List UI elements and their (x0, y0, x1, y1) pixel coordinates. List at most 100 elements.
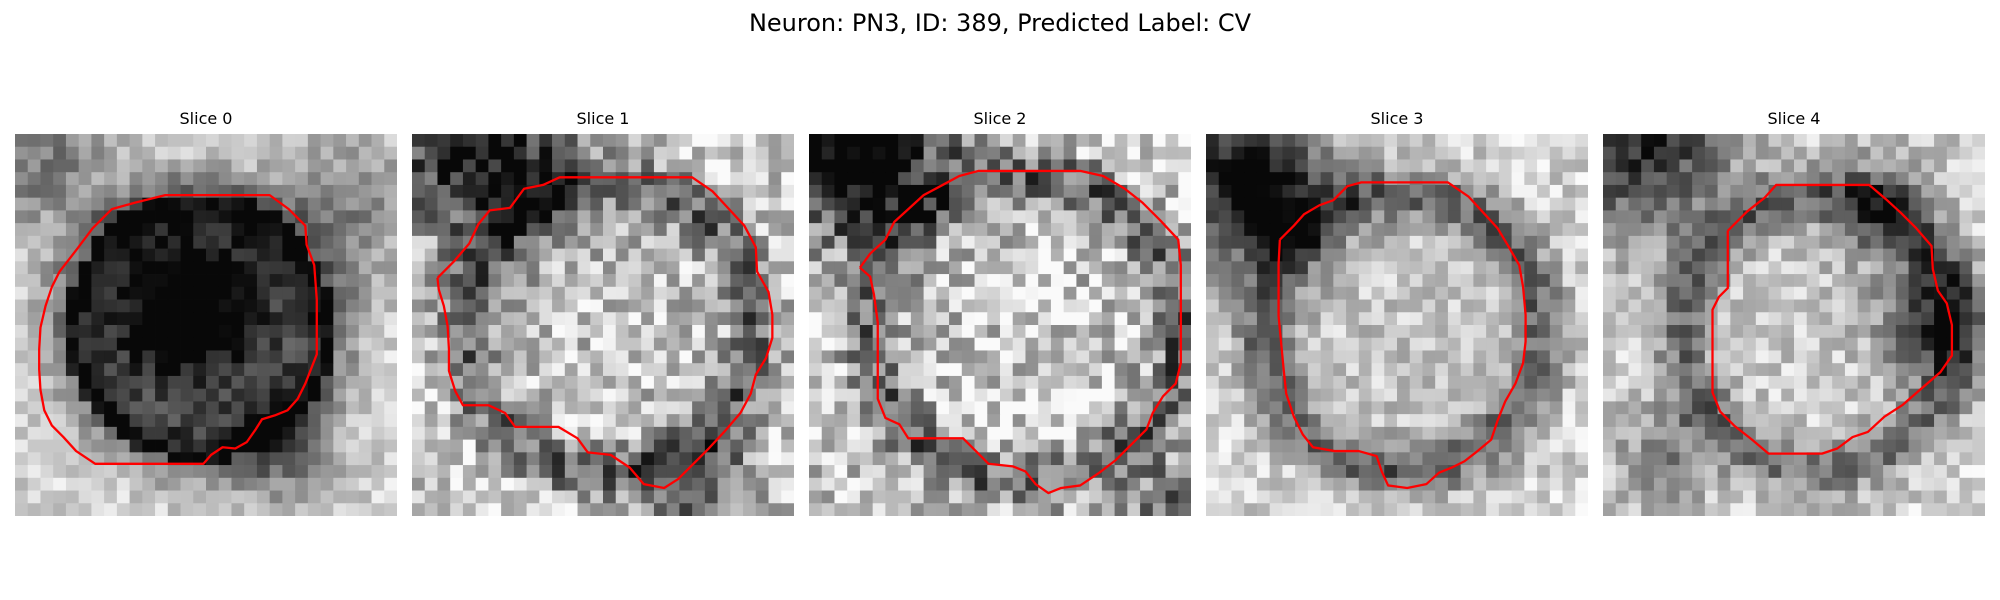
pixel-cell (1152, 325, 1166, 339)
pixel-cell (78, 261, 92, 275)
pixel-cell (743, 299, 757, 313)
pixel-cell (1959, 477, 1973, 491)
pixel-cell (898, 134, 912, 148)
pixel-cell (307, 235, 321, 249)
pixel-cell (358, 401, 372, 415)
pixel-cell (155, 134, 169, 148)
pixel-cell (206, 375, 220, 390)
pixel-cell (513, 223, 527, 237)
pixel-cell (1244, 503, 1258, 516)
pixel-cell (1371, 337, 1385, 351)
pixel-cell (603, 350, 617, 364)
pixel-cell (1012, 414, 1026, 428)
pixel-cell (346, 452, 360, 466)
pixel-cell (564, 134, 578, 148)
pixel-cell (488, 503, 502, 516)
pixel-cell (358, 337, 372, 351)
pixel-cell (1435, 223, 1449, 237)
pixel-cell (218, 439, 232, 453)
pixel-cell (424, 172, 438, 186)
pixel-cell (513, 235, 527, 249)
pixel-cell (564, 248, 578, 262)
pixel-cell (1934, 337, 1948, 351)
pixel-cell (1575, 426, 1588, 440)
pixel-cell (859, 503, 874, 516)
pixel-cell (1409, 299, 1423, 313)
pixel-cell (1730, 286, 1744, 300)
pixel-cell (1422, 134, 1436, 148)
pixel-cell (552, 452, 566, 466)
pixel-cell (1140, 159, 1154, 173)
pixel-cell (1934, 439, 1948, 453)
pixel-cell (1704, 426, 1718, 440)
pixel-cell (1269, 197, 1283, 211)
pixel-cell (513, 210, 527, 224)
pixel-cell (564, 465, 578, 479)
pixel-cell (295, 184, 309, 199)
pixel-cell (961, 363, 975, 377)
pixel-cell (91, 299, 105, 313)
pixel-cell (1346, 248, 1360, 262)
pixel-cell (371, 274, 385, 288)
pixel-cell (320, 184, 334, 199)
pixel-cell (1165, 235, 1179, 249)
pixel-cell (1666, 363, 1680, 377)
slice-panel-4: Slice 4 (1603, 108, 1985, 516)
pixel-cell (1679, 350, 1693, 364)
pixel-cell (1946, 414, 1960, 428)
pixel-cell (1012, 375, 1026, 390)
pixel-cell (1256, 401, 1271, 415)
pixel-cell (1603, 375, 1617, 390)
pixel-cell (1397, 274, 1411, 288)
pixel-cell (1409, 490, 1423, 504)
pixel-cell (1256, 414, 1271, 428)
pixel-cell (809, 350, 823, 364)
pixel-cell (1844, 172, 1859, 186)
pixel-cell (781, 248, 794, 262)
pixel-cell (781, 184, 794, 199)
pixel-cell (1206, 210, 1220, 224)
pixel-cell (358, 274, 372, 288)
pixel-cell (1114, 490, 1128, 504)
slice-image-0 (15, 134, 397, 516)
pixel-cell (1603, 197, 1617, 211)
pixel-cell (256, 388, 271, 402)
pixel-cell (424, 439, 438, 453)
pixel-cell (1371, 184, 1385, 199)
pixel-cell (730, 184, 744, 199)
pixel-cell (1794, 146, 1808, 160)
pixel-cell (1346, 414, 1360, 428)
pixel-cell (885, 261, 899, 275)
pixel-cell (1819, 426, 1833, 440)
pixel-cell (936, 299, 950, 313)
pixel-cell (641, 363, 655, 377)
pixel-cell (475, 223, 489, 237)
pixel-cell (206, 439, 220, 453)
pixel-cell (155, 477, 169, 491)
pixel-cell (282, 235, 296, 249)
pixel-cell (180, 337, 194, 351)
pixel-cell (666, 414, 680, 428)
pixel-cell (462, 350, 477, 364)
pixel-cell (320, 452, 334, 466)
pixel-cell (40, 210, 54, 224)
pixel-cell (1114, 426, 1128, 440)
pixel-cell (809, 261, 823, 275)
pixel-cell (577, 350, 591, 364)
pixel-cell (1101, 274, 1115, 288)
pixel-cell (116, 375, 130, 390)
pixel-cell (65, 159, 80, 173)
pixel-cell (781, 452, 794, 466)
pixel-cell (641, 146, 655, 160)
pixel-cell (1333, 197, 1347, 211)
pixel-cell (1165, 325, 1179, 339)
pixel-cell (256, 286, 271, 300)
pixel-cell (821, 503, 835, 516)
pixel-cell (1832, 146, 1846, 160)
pixel-cell (231, 465, 245, 479)
pixel-cell (1819, 146, 1833, 160)
pixel-cell (1819, 503, 1833, 516)
pixel-cell (1089, 465, 1103, 479)
pixel-cell (834, 248, 848, 262)
pixel-cell (1857, 172, 1871, 186)
